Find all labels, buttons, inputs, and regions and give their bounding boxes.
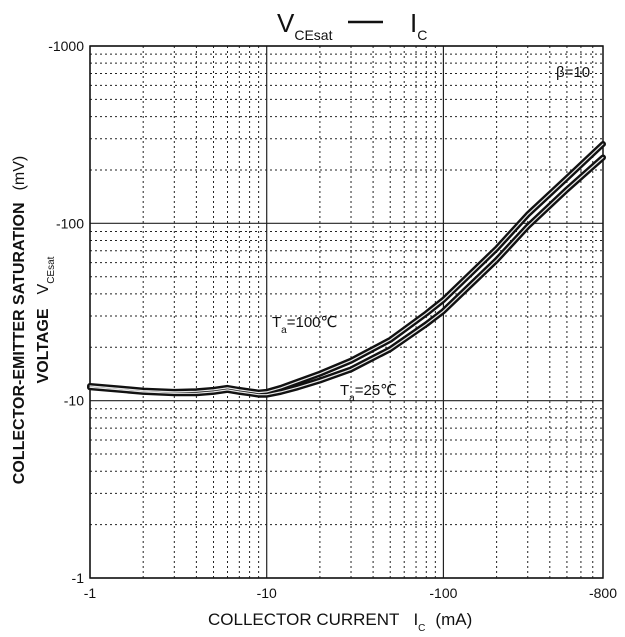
series-line-highlight: [89, 143, 604, 394]
x-tick-label: -10: [257, 585, 277, 601]
y-tick-label: -10: [64, 393, 84, 409]
y-axis-label: COLLECTOR-EMITTER SATURATION(mV) VOLTAGE…: [11, 156, 57, 484]
y-tick-label: -100: [56, 215, 84, 231]
series-label-25c: Ta=25℃: [340, 382, 397, 404]
plot-frame: [89, 45, 604, 579]
plot-border: [89, 45, 604, 579]
series-line-highlight: [89, 156, 604, 396]
series-lines: [87, 141, 606, 398]
svg-text:COLLECTOR-EMITTER SATURATION(m: COLLECTOR-EMITTER SATURATION(mV): [11, 156, 28, 484]
beta-annotation: β=10: [556, 64, 590, 81]
series-label-100c: Ta=100℃: [272, 314, 337, 336]
x-tick-label: -100: [429, 585, 457, 601]
y-tick-labels: -1 -10 -100 -1000: [48, 38, 84, 586]
x-tick-labels: -1 -10 -100 -800: [84, 585, 617, 601]
y-tick-label: -1: [72, 570, 85, 586]
chart-title: VCEsat IC: [277, 8, 427, 43]
svg-text:VCEsat: VCEsat: [277, 8, 333, 43]
x-tick-label: -1: [84, 585, 97, 601]
x-axis-label: COLLECTOR CURRENT IC (mA): [208, 610, 472, 634]
y-tick-label: -1000: [48, 38, 84, 54]
svg-text:IC: IC: [410, 8, 427, 43]
x-tick-label: -800: [589, 585, 617, 601]
svg-text:VOLTAGEVCEsat: VOLTAGEVCEsat: [35, 256, 57, 383]
